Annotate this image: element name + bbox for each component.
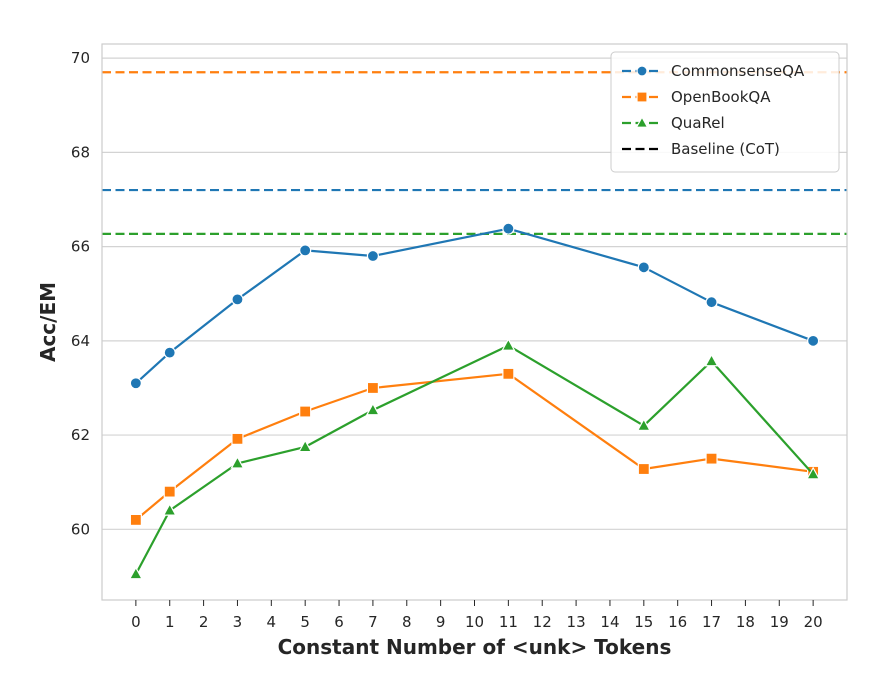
x-tick-label: 11 bbox=[499, 613, 518, 631]
series-group bbox=[128, 222, 821, 580]
x-tick-label: 9 bbox=[436, 613, 446, 631]
legend-item: QuaRel bbox=[622, 114, 725, 132]
data-point bbox=[705, 452, 718, 465]
data-point bbox=[636, 91, 648, 103]
data-point bbox=[231, 432, 244, 445]
legend-item: Baseline (CoT) bbox=[622, 140, 780, 158]
x-tick-label: 2 bbox=[199, 613, 209, 631]
data-point bbox=[806, 466, 821, 480]
y-tick-label: 70 bbox=[71, 49, 90, 67]
y-tick-label: 64 bbox=[71, 332, 90, 350]
legend-label: OpenBookQA bbox=[671, 88, 771, 106]
data-point bbox=[299, 405, 312, 418]
data-point bbox=[704, 353, 719, 367]
x-tick-label: 8 bbox=[402, 613, 412, 631]
legend: CommonsenseQA OpenBookQA QuaRel Baseline (C… bbox=[610, 51, 840, 173]
data-point bbox=[502, 367, 515, 380]
y-axis-title: Acc/EM bbox=[36, 282, 60, 362]
legend-item: OpenBookQA bbox=[622, 88, 771, 106]
x-tick-label: 7 bbox=[368, 613, 378, 631]
x-tick-label: 0 bbox=[131, 613, 141, 631]
x-tick-label: 3 bbox=[233, 613, 243, 631]
x-tick-label: 18 bbox=[736, 613, 755, 631]
y-tick-label: 62 bbox=[71, 426, 90, 444]
data-point bbox=[128, 566, 143, 580]
data-point bbox=[637, 462, 650, 476]
x-tick-label: 14 bbox=[600, 613, 619, 631]
data-point bbox=[163, 485, 176, 498]
x-tick-label: 1 bbox=[165, 613, 175, 631]
x-tick-label: 15 bbox=[634, 613, 653, 631]
y-axis-ticks: 60 62 64 66 68 70 bbox=[71, 49, 90, 538]
data-point bbox=[501, 337, 516, 351]
data-point bbox=[129, 513, 142, 526]
data-point bbox=[162, 502, 177, 516]
baseline-lines bbox=[102, 71, 847, 235]
data-point bbox=[705, 296, 718, 309]
data-point bbox=[366, 249, 380, 263]
x-tick-label: 19 bbox=[770, 613, 789, 631]
legend-label: Baseline (CoT) bbox=[671, 140, 780, 158]
x-tick-label: 17 bbox=[702, 613, 721, 631]
data-point bbox=[807, 334, 820, 347]
x-tick-label: 13 bbox=[567, 613, 586, 631]
series-quarel bbox=[128, 337, 821, 580]
y-tick-label: 60 bbox=[71, 520, 90, 538]
x-tick-label: 6 bbox=[334, 613, 344, 631]
series-commonsenseqa bbox=[129, 222, 820, 390]
data-point bbox=[366, 381, 380, 395]
data-point bbox=[129, 377, 142, 390]
data-point bbox=[298, 439, 313, 453]
x-tick-label: 5 bbox=[300, 613, 310, 631]
data-point bbox=[365, 402, 380, 416]
data-point bbox=[635, 116, 649, 128]
legend-label: QuaRel bbox=[671, 114, 725, 132]
x-tick-label: 20 bbox=[804, 613, 823, 631]
x-tick-label: 12 bbox=[533, 613, 552, 631]
data-point bbox=[299, 244, 312, 257]
data-point bbox=[637, 261, 650, 274]
y-tick-label: 68 bbox=[71, 143, 90, 161]
data-point bbox=[231, 293, 244, 306]
data-point bbox=[636, 418, 651, 431]
y-tick-label: 66 bbox=[71, 238, 90, 256]
data-point bbox=[163, 346, 176, 359]
x-tick-label: 10 bbox=[465, 613, 484, 631]
x-tick-label: 16 bbox=[668, 613, 687, 631]
x-axis-ticks: 0 1 2 3 4 5 6 7 8 9 10 11 12 13 14 15 16 17 18 19 20 bbox=[131, 600, 823, 631]
x-tick-label: 4 bbox=[267, 613, 277, 631]
data-point bbox=[502, 222, 515, 235]
data-point bbox=[636, 65, 648, 77]
legend-label: CommonsenseQA bbox=[671, 62, 805, 80]
x-axis-title: Constant Number of <unk> Tokens bbox=[278, 635, 672, 659]
legend-box bbox=[610, 51, 840, 173]
legend-item: CommonsenseQA bbox=[622, 62, 805, 80]
data-point bbox=[230, 455, 245, 469]
